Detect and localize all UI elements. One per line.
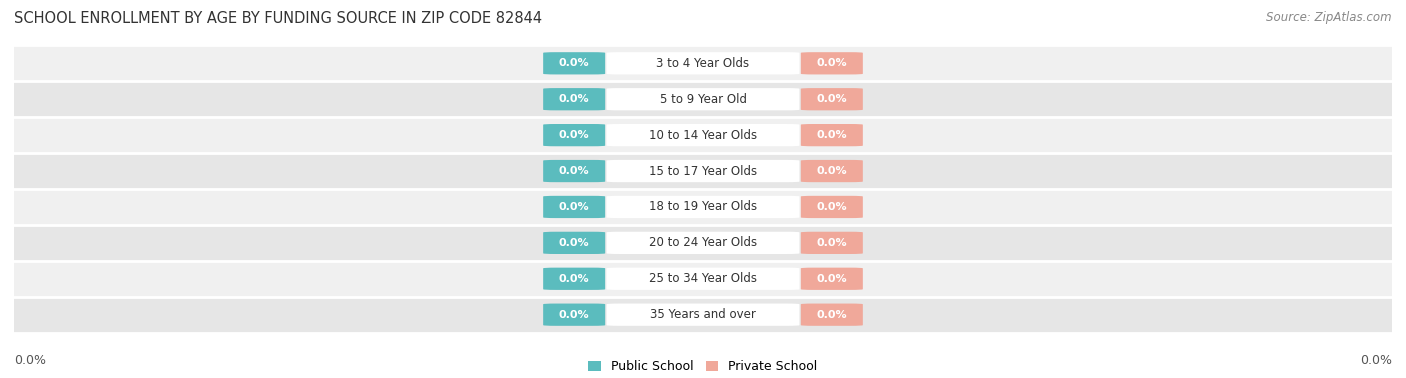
Text: 0.0%: 0.0% [558, 166, 589, 176]
FancyBboxPatch shape [801, 88, 863, 110]
Text: 0.0%: 0.0% [817, 310, 848, 320]
FancyBboxPatch shape [606, 124, 800, 146]
FancyBboxPatch shape [606, 52, 800, 74]
Text: 3 to 4 Year Olds: 3 to 4 Year Olds [657, 57, 749, 70]
Text: 5 to 9 Year Old: 5 to 9 Year Old [659, 93, 747, 106]
FancyBboxPatch shape [801, 304, 863, 326]
Text: 0.0%: 0.0% [558, 130, 589, 140]
FancyBboxPatch shape [14, 153, 1392, 189]
Legend: Public School, Private School: Public School, Private School [583, 355, 823, 378]
Text: 0.0%: 0.0% [817, 130, 848, 140]
Text: 0.0%: 0.0% [558, 58, 589, 68]
FancyBboxPatch shape [543, 52, 605, 74]
FancyBboxPatch shape [606, 88, 800, 110]
FancyBboxPatch shape [543, 268, 605, 290]
FancyBboxPatch shape [606, 232, 800, 254]
Text: 0.0%: 0.0% [817, 202, 848, 212]
FancyBboxPatch shape [543, 160, 605, 182]
Text: 25 to 34 Year Olds: 25 to 34 Year Olds [650, 272, 756, 285]
FancyBboxPatch shape [543, 124, 605, 146]
FancyBboxPatch shape [801, 52, 863, 74]
Text: 0.0%: 0.0% [14, 354, 46, 367]
Text: 10 to 14 Year Olds: 10 to 14 Year Olds [650, 129, 756, 142]
FancyBboxPatch shape [543, 304, 605, 326]
FancyBboxPatch shape [543, 232, 605, 254]
Text: 20 to 24 Year Olds: 20 to 24 Year Olds [650, 236, 756, 249]
FancyBboxPatch shape [543, 196, 605, 218]
Text: 35 Years and over: 35 Years and over [650, 308, 756, 321]
Text: 0.0%: 0.0% [817, 274, 848, 284]
FancyBboxPatch shape [801, 160, 863, 182]
Text: 0.0%: 0.0% [558, 310, 589, 320]
FancyBboxPatch shape [14, 225, 1392, 261]
Text: SCHOOL ENROLLMENT BY AGE BY FUNDING SOURCE IN ZIP CODE 82844: SCHOOL ENROLLMENT BY AGE BY FUNDING SOUR… [14, 11, 543, 26]
Text: Source: ZipAtlas.com: Source: ZipAtlas.com [1267, 11, 1392, 24]
Text: 0.0%: 0.0% [817, 58, 848, 68]
Text: 0.0%: 0.0% [558, 94, 589, 104]
FancyBboxPatch shape [606, 196, 800, 218]
Text: 0.0%: 0.0% [817, 166, 848, 176]
Text: 0.0%: 0.0% [817, 238, 848, 248]
Text: 0.0%: 0.0% [817, 94, 848, 104]
FancyBboxPatch shape [14, 261, 1392, 297]
FancyBboxPatch shape [801, 268, 863, 290]
FancyBboxPatch shape [801, 196, 863, 218]
FancyBboxPatch shape [606, 304, 800, 326]
FancyBboxPatch shape [606, 268, 800, 290]
FancyBboxPatch shape [543, 88, 605, 110]
Text: 0.0%: 0.0% [558, 202, 589, 212]
Text: 0.0%: 0.0% [558, 238, 589, 248]
Text: 0.0%: 0.0% [1360, 354, 1392, 367]
FancyBboxPatch shape [14, 117, 1392, 153]
FancyBboxPatch shape [14, 189, 1392, 225]
FancyBboxPatch shape [14, 45, 1392, 81]
FancyBboxPatch shape [606, 160, 800, 182]
FancyBboxPatch shape [14, 297, 1392, 333]
Text: 15 to 17 Year Olds: 15 to 17 Year Olds [650, 164, 756, 178]
Text: 18 to 19 Year Olds: 18 to 19 Year Olds [650, 200, 756, 214]
FancyBboxPatch shape [801, 232, 863, 254]
FancyBboxPatch shape [801, 124, 863, 146]
Text: 0.0%: 0.0% [558, 274, 589, 284]
FancyBboxPatch shape [14, 81, 1392, 117]
